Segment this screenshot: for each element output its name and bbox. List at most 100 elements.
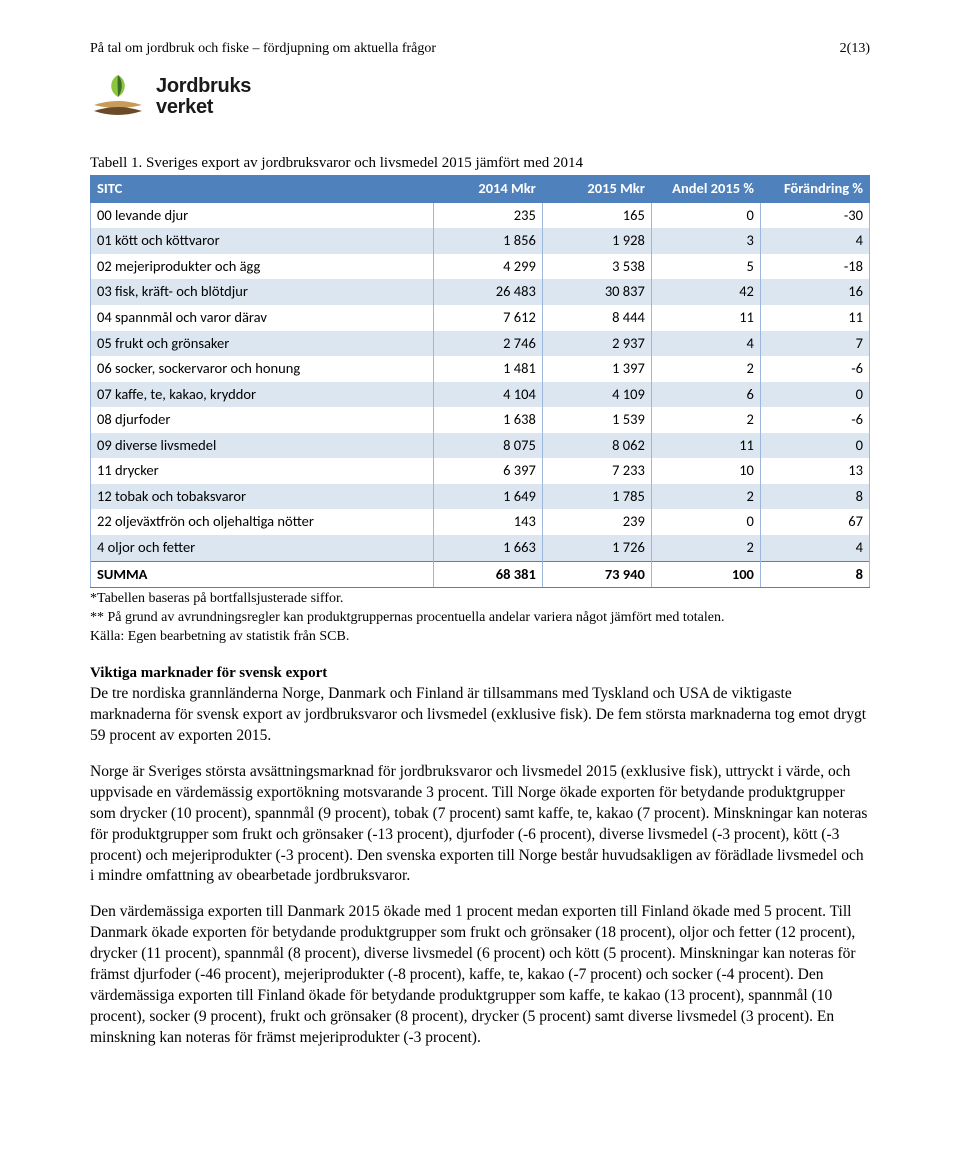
table-cell: 2 [651,356,760,382]
table-cell: 1 856 [433,228,542,254]
brand-line2: verket [156,96,213,118]
table-cell: -18 [760,254,869,280]
table-cell: 26 483 [433,279,542,305]
brand-name: Jordbruks verket [156,76,251,118]
table-cell: 6 397 [433,458,542,484]
table-cell: 16 [760,279,869,305]
table-cell: 1 663 [433,535,542,561]
footnote: *Tabellen baseras på bortfallsjusterade … [90,590,870,609]
table-cell: 73 940 [542,561,651,588]
table-cell: 100 [651,561,760,588]
table-row: 05 frukt och grönsaker2 7462 93747 [91,331,870,357]
table-cell: 1 928 [542,228,651,254]
col-header: 2014 Mkr [433,176,542,203]
table-cell: 8 075 [433,433,542,459]
table-row: 03 fisk, kräft- och blötdjur26 48330 837… [91,279,870,305]
table-row: 4 oljor och fetter1 6631 72624 [91,535,870,561]
table-row: 00 levande djur2351650-30 [91,202,870,228]
table-cell: 7 612 [433,305,542,331]
table-cell: 02 mejeriprodukter och ägg [91,254,434,280]
table-cell: 235 [433,202,542,228]
table-cell: 4 [760,228,869,254]
table-cell: 6 [651,382,760,408]
body-paragraph: Norge är Sveriges största avsättningsmar… [90,762,870,888]
col-header: Förändring % [760,176,869,203]
table-cell: 4 [651,331,760,357]
col-header: 2015 Mkr [542,176,651,203]
table-cell: 8 [760,561,869,588]
table-row: 09 diverse livsmedel8 0758 062110 [91,433,870,459]
col-header: SITC [91,176,434,203]
table-cell: SUMMA [91,561,434,588]
table-cell: -30 [760,202,869,228]
table-cell: 08 djurfoder [91,407,434,433]
table-cell: 12 tobak och tobaksvaror [91,484,434,510]
table-cell: 0 [651,509,760,535]
table-cell: 0 [760,382,869,408]
table-cell: 4 299 [433,254,542,280]
table-row: 04 spannmål och varor därav7 6128 444111… [91,305,870,331]
table-cell: 09 diverse livsmedel [91,433,434,459]
footnote: Källa: Egen bearbetning av statistik frå… [90,628,870,647]
table-cell: 1 785 [542,484,651,510]
table-cell: 06 socker, sockervaror och honung [91,356,434,382]
table-cell: 30 837 [542,279,651,305]
table-cell: 11 [651,305,760,331]
table-cell: -6 [760,407,869,433]
table-row: 01 kött och köttvaror1 8561 92834 [91,228,870,254]
table-cell: 2 937 [542,331,651,357]
table-cell: 1 649 [433,484,542,510]
body-paragraph: Den värdemässiga exporten till Danmark 2… [90,902,870,1048]
running-title: På tal om jordbruk och fiske – fördjupni… [90,40,436,59]
table-cell: 05 frukt och grönsaker [91,331,434,357]
table-cell: 4 oljor och fetter [91,535,434,561]
table-cell: 04 spannmål och varor därav [91,305,434,331]
table-cell: 4 104 [433,382,542,408]
table-cell: 8 062 [542,433,651,459]
table-cell: 7 [760,331,869,357]
table-row: 12 tobak och tobaksvaror1 6491 78528 [91,484,870,510]
brand-line1: Jordbruks [156,75,251,97]
table-cell: 143 [433,509,542,535]
table-row: 11 drycker6 3977 2331013 [91,458,870,484]
table-cell: 01 kött och köttvaror [91,228,434,254]
body-paragraph: De tre nordiska grannländerna Norge, Dan… [90,684,870,747]
table-cell: 1 481 [433,356,542,382]
footnote: ** På grund av avrundningsregler kan pro… [90,609,870,628]
table-row: 08 djurfoder1 6381 5392-6 [91,407,870,433]
table-cell: 4 [760,535,869,561]
table-caption: Tabell 1. Sveriges export av jordbruksva… [90,153,870,173]
table-sum-row: SUMMA68 38173 9401008 [91,561,870,588]
table-cell: 03 fisk, kräft- och blötdjur [91,279,434,305]
table-cell: 42 [651,279,760,305]
running-header: På tal om jordbruk och fiske – fördjupni… [90,40,870,59]
table-cell: 1 539 [542,407,651,433]
table-row: 06 socker, sockervaror och honung1 4811 … [91,356,870,382]
table-cell: 8 [760,484,869,510]
table-header-row: SITC 2014 Mkr 2015 Mkr Andel 2015 % Förä… [91,176,870,203]
table-cell: 11 [760,305,869,331]
export-table: SITC 2014 Mkr 2015 Mkr Andel 2015 % Förä… [90,175,870,588]
section-heading: Viktiga marknader för svensk export [90,663,870,683]
table-cell: 8 444 [542,305,651,331]
table-cell: 239 [542,509,651,535]
table-cell: 0 [651,202,760,228]
table-cell: 1 638 [433,407,542,433]
table-cell: 11 drycker [91,458,434,484]
table-footnotes: *Tabellen baseras på bortfallsjusterade … [90,590,870,647]
table-cell: 68 381 [433,561,542,588]
table-cell: 00 levande djur [91,202,434,228]
table-cell: 5 [651,254,760,280]
table-cell: 165 [542,202,651,228]
table-cell: -6 [760,356,869,382]
table-cell: 3 [651,228,760,254]
table-cell: 1 726 [542,535,651,561]
table-cell: 11 [651,433,760,459]
table-cell: 67 [760,509,869,535]
table-cell: 13 [760,458,869,484]
table-cell: 3 538 [542,254,651,280]
table-cell: 4 109 [542,382,651,408]
table-row: 02 mejeriprodukter och ägg4 2993 5385-18 [91,254,870,280]
table-row: 22 oljeväxtfrön och oljehaltiga nötter14… [91,509,870,535]
table-cell: 2 [651,535,760,561]
